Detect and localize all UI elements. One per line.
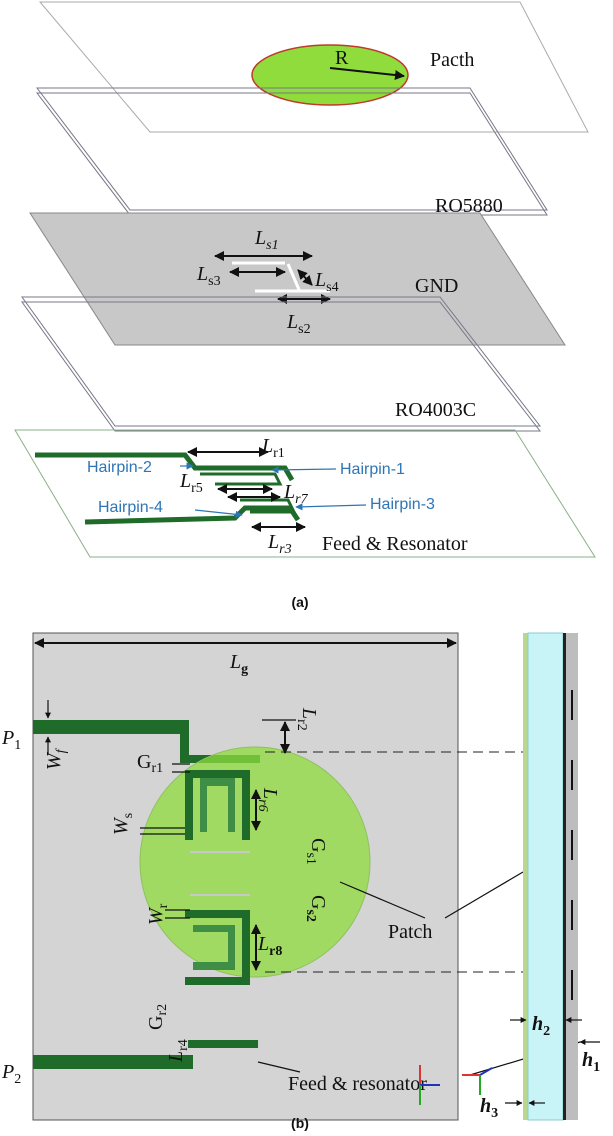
lr5-label: Lr5: [179, 470, 203, 496]
label-part: P: [1, 1061, 14, 1083]
label-part: s: [121, 813, 136, 818]
patch-label: Patch: [388, 921, 432, 943]
label-part: r2: [155, 1004, 170, 1016]
label-part: 2: [543, 1024, 550, 1039]
feed-resonator-label: Feed & Resonator: [322, 533, 468, 555]
h1-label: h1: [582, 1049, 600, 1075]
label-part: s2: [303, 909, 318, 921]
ground-side: [563, 633, 566, 1120]
label-part: G: [145, 1016, 167, 1030]
feed-resonator-label: Feed & resonator: [288, 1073, 427, 1095]
label-part: G: [307, 838, 329, 852]
label-part: L: [257, 933, 269, 955]
label-part: L: [286, 311, 298, 333]
label-part: 1: [14, 738, 21, 753]
label-part: h: [480, 1095, 491, 1117]
label-part: s3: [208, 274, 220, 289]
lr7-label: Lr7: [283, 481, 309, 507]
figure: R Pacth RO5880 Ls1 Ls3 Ls4 GND Ls2 RO400…: [0, 0, 613, 1136]
label-part: r5: [191, 481, 203, 496]
page: {"panel_a": { "r": "R", "pacth": "Pacth"…: [0, 0, 613, 1136]
label-part: s4: [326, 280, 338, 295]
hairpin: [200, 474, 280, 484]
label-part: r: [156, 903, 171, 908]
lr1-label: Lr1: [261, 435, 285, 461]
p1-label: P1: [1, 727, 21, 753]
panel-a: R Pacth RO5880 Ls1 Ls3 Ls4 GND Ls2 RO400…: [15, 2, 595, 610]
label-part: r6: [255, 799, 270, 811]
label-part: G: [137, 751, 151, 773]
label-part: r1: [273, 446, 285, 461]
h3-label: h3: [480, 1095, 498, 1121]
resonator-arm: [188, 1040, 258, 1048]
label-part: L: [229, 651, 241, 673]
label-part: L: [165, 1051, 187, 1063]
label-part: s1: [266, 238, 278, 253]
hairpin-1-label: Hairpin-1: [340, 461, 405, 478]
patch-ellipse: [252, 45, 408, 105]
hairpin-3-label: Hairpin-3: [370, 496, 435, 513]
lr3-label: Lr3: [267, 531, 292, 557]
hairpin-2-label: Hairpin-2: [87, 459, 152, 476]
caption-b: (b): [291, 1115, 309, 1131]
feed-p1: [33, 720, 188, 734]
label-part: L: [196, 263, 208, 285]
substrate-side: [528, 633, 563, 1120]
panel-b: Lg P1 P2 Wf Lr2 Gr1 Lr6 Gs1 Ws Wr: [1, 633, 600, 1131]
label-part: L: [259, 787, 281, 799]
label-part: h: [532, 1013, 543, 1035]
label-part: L: [254, 227, 266, 249]
gnd-label: GND: [415, 275, 458, 297]
label-part: r8: [269, 944, 282, 959]
label-part: r4: [176, 1039, 191, 1051]
label-part: 1: [593, 1060, 600, 1075]
label-part: r1: [151, 761, 163, 776]
label-part: r7: [295, 492, 308, 507]
caption-a: (a): [291, 594, 308, 610]
label-part: r3: [279, 542, 291, 557]
label-part: L: [283, 481, 295, 503]
label-part: L: [314, 269, 326, 291]
label-part: g: [241, 662, 248, 677]
label-part: 3: [491, 1106, 498, 1121]
patch-layer-side: [523, 633, 528, 1120]
label-part: h: [582, 1049, 593, 1071]
label-part: P: [1, 727, 14, 749]
label-part: r2: [294, 719, 309, 731]
patch-label: Pacth: [430, 49, 474, 71]
label-part: L: [261, 435, 273, 457]
feed-line-1: [35, 455, 292, 480]
radius-label: R: [335, 47, 349, 69]
hairpin-4-label: Hairpin-4: [98, 499, 163, 516]
label-part: L: [267, 531, 279, 553]
label-part: G: [307, 895, 329, 909]
label-part: 2: [14, 1072, 21, 1087]
label-part: s2: [298, 322, 310, 337]
ro4003c-label: RO4003C: [395, 399, 476, 421]
ro5880-top: [37, 88, 547, 210]
label-part: L: [179, 470, 191, 492]
pointer: [195, 510, 242, 515]
label-part: L: [298, 707, 320, 719]
label-part: s1: [303, 852, 318, 864]
p2-label: P2: [1, 1061, 21, 1087]
